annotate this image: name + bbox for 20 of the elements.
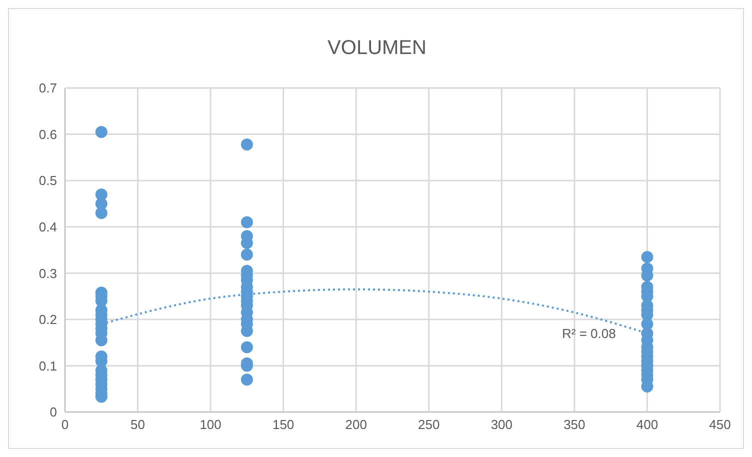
y-tick-label: 0.1	[38, 358, 57, 374]
x-tick-label: 0	[61, 417, 69, 432]
x-tick-label: 400	[636, 417, 658, 432]
x-tick-label: 300	[490, 417, 513, 432]
annotation: R² = 0.08	[562, 326, 616, 341]
x-tick-label: 150	[272, 417, 294, 432]
y-tick-label: 0.3	[38, 266, 57, 281]
x-tick-label: 250	[418, 417, 440, 432]
y-tick-label: 0.4	[38, 219, 57, 234]
chart-title: VOLUMEN	[326, 37, 428, 60]
y-tick-label: 0	[50, 404, 57, 420]
x-tick-label: 50	[130, 417, 146, 432]
y-tick-label: 0.5	[38, 173, 57, 188]
y-tick-label: 0.7	[38, 80, 57, 96]
x-tick-label: 450	[709, 417, 731, 432]
x-tick-label: 200	[345, 417, 367, 432]
x-tick-label: 100	[200, 417, 222, 432]
x-tick-label: 350	[564, 417, 586, 432]
y-tick-label: 0.2	[38, 312, 57, 328]
y-tick-label: 0.6	[38, 126, 57, 142]
